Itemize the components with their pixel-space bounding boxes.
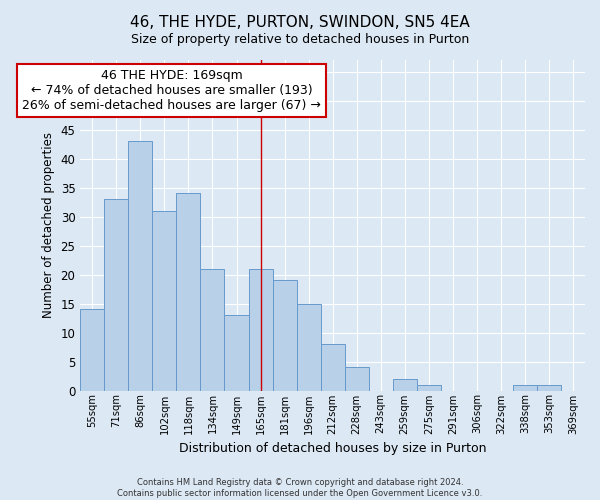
Y-axis label: Number of detached properties: Number of detached properties bbox=[42, 132, 55, 318]
Bar bbox=[272, 280, 296, 390]
Bar bbox=[320, 344, 344, 391]
Bar bbox=[248, 268, 272, 390]
Bar bbox=[513, 384, 537, 390]
Text: 46 THE HYDE: 169sqm
← 74% of detached houses are smaller (193)
26% of semi-detac: 46 THE HYDE: 169sqm ← 74% of detached ho… bbox=[22, 68, 321, 112]
X-axis label: Distribution of detached houses by size in Purton: Distribution of detached houses by size … bbox=[179, 442, 487, 455]
Text: 46, THE HYDE, PURTON, SWINDON, SN5 4EA: 46, THE HYDE, PURTON, SWINDON, SN5 4EA bbox=[130, 15, 470, 30]
Bar bbox=[537, 384, 561, 390]
Bar bbox=[200, 268, 224, 390]
Bar bbox=[176, 194, 200, 390]
Bar bbox=[152, 211, 176, 390]
Bar bbox=[224, 315, 248, 390]
Bar bbox=[344, 368, 368, 390]
Bar bbox=[417, 384, 441, 390]
Bar bbox=[128, 141, 152, 390]
Text: Size of property relative to detached houses in Purton: Size of property relative to detached ho… bbox=[131, 32, 469, 46]
Bar bbox=[393, 379, 417, 390]
Bar bbox=[104, 199, 128, 390]
Bar bbox=[296, 304, 320, 390]
Text: Contains HM Land Registry data © Crown copyright and database right 2024.
Contai: Contains HM Land Registry data © Crown c… bbox=[118, 478, 482, 498]
Bar bbox=[80, 310, 104, 390]
